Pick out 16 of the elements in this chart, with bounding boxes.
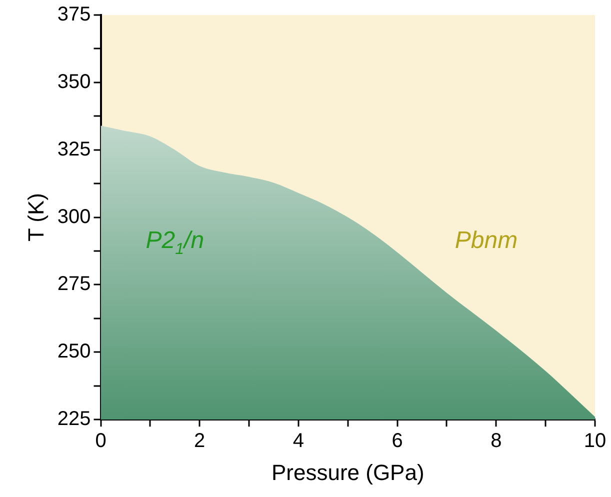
x-tick-label: 6 [392,430,403,452]
y-tick-label: 250 [57,340,91,363]
y-tick-label: 300 [57,206,91,228]
y-axis-title: T (K) [23,193,48,242]
y-tick-label: 350 [57,70,91,93]
y-tick-label: 225 [57,408,91,430]
x-tick-label: 0 [95,430,106,452]
x-tick-label: 8 [490,430,502,452]
x-tick-label: 10 [584,430,606,452]
y-tick-label: 375 [57,4,91,26]
y-tick-label: 325 [57,138,91,160]
x-tick-label: 2 [194,430,206,452]
x-tick-label: 4 [292,430,304,452]
annotation: Pbnm [454,227,518,254]
y-tick-label: 275 [57,273,91,296]
x-axis-title: Pressure (GPa) [271,460,424,485]
